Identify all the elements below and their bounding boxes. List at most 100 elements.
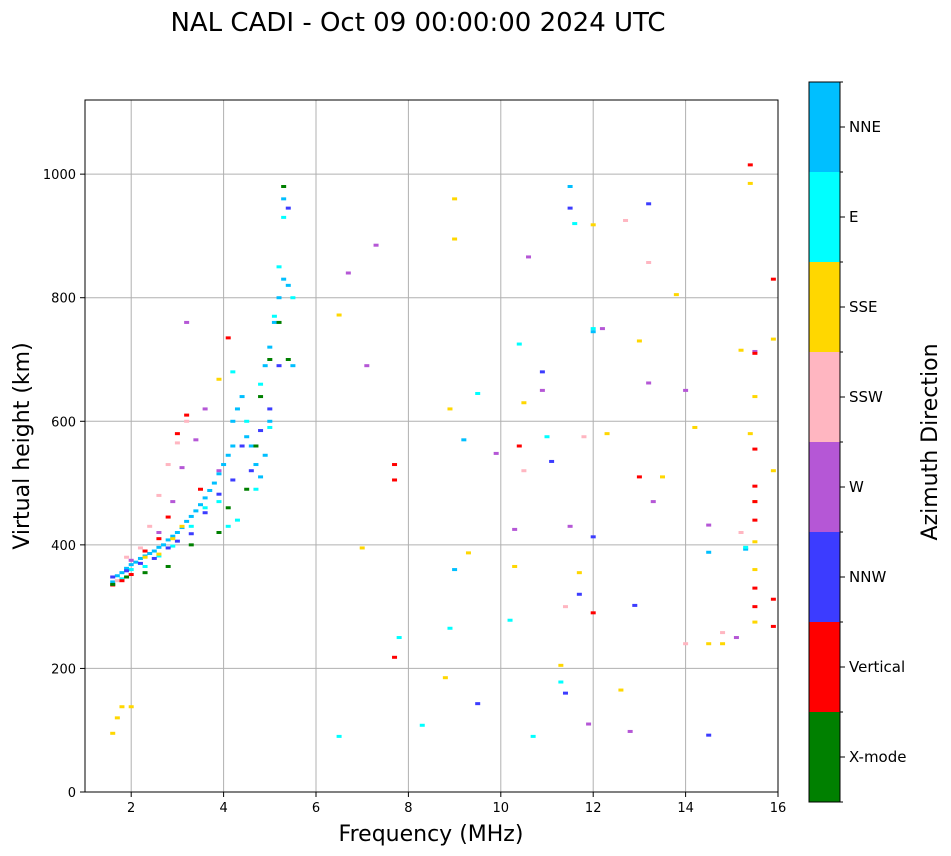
data-point — [193, 438, 199, 442]
data-point — [207, 488, 213, 492]
colorbar-segment — [809, 262, 840, 352]
data-point — [128, 573, 134, 577]
data-point — [170, 500, 176, 504]
data-point — [590, 611, 596, 615]
data-point — [174, 441, 180, 445]
axis-ticks: 2 4 6 8 10 12 14 16 0 200 400 600 800 1000 — [43, 168, 786, 816]
data-point — [179, 524, 185, 528]
data-point — [442, 676, 448, 680]
data-point — [156, 545, 162, 549]
data-point — [110, 582, 116, 586]
colorbar: X-mode Vertical NNW W SSW SSE E NNE — [808, 81, 906, 803]
data-point — [258, 475, 264, 479]
data-point — [225, 453, 231, 457]
data-point — [202, 407, 208, 411]
data-point — [216, 492, 222, 496]
data-point — [198, 487, 203, 491]
data-point — [184, 320, 190, 324]
data-point — [770, 469, 776, 473]
x-tick-label: 12 — [585, 801, 602, 816]
data-point — [161, 543, 167, 547]
x-tick-label: 4 — [219, 801, 227, 816]
data-point — [683, 388, 689, 392]
data-point — [114, 716, 120, 720]
data-point — [752, 500, 758, 504]
data-point — [174, 539, 180, 543]
data-point — [281, 185, 287, 188]
data-point — [516, 342, 522, 346]
y-tick-label: 800 — [51, 292, 76, 307]
data-point — [660, 475, 665, 479]
data-point — [165, 564, 171, 568]
data-point — [156, 552, 162, 556]
data-point — [174, 432, 180, 436]
data-point — [452, 197, 458, 201]
data-point — [743, 547, 749, 551]
data-point — [202, 506, 208, 510]
data-point — [110, 580, 116, 584]
data-point — [119, 705, 125, 709]
data-point — [752, 620, 758, 624]
data-point — [225, 506, 231, 510]
data-point — [114, 574, 120, 578]
colorbar-tick-label: NNE — [849, 118, 881, 136]
data-point — [738, 531, 744, 534]
x-tick-label: 10 — [493, 801, 510, 816]
data-point — [507, 618, 513, 622]
data-point — [147, 552, 153, 556]
data-point — [225, 524, 231, 528]
data-point — [590, 223, 596, 227]
data-point — [202, 511, 208, 515]
data-point — [276, 320, 282, 324]
data-point — [576, 571, 582, 575]
data-point — [137, 561, 143, 565]
data-point — [216, 500, 222, 504]
data-point — [623, 218, 629, 222]
y-axis-label: Virtual height (km) — [10, 342, 35, 549]
colorbar-segment — [809, 82, 840, 172]
data-point — [216, 469, 222, 473]
series-ssw — [114, 218, 744, 646]
data-point — [179, 466, 185, 470]
data-point — [110, 575, 116, 579]
data-point — [188, 524, 194, 528]
data-point — [706, 733, 712, 737]
data-point — [290, 364, 296, 368]
x-tick-label: 6 — [312, 801, 320, 816]
x-tick-label: 8 — [404, 801, 412, 816]
colorbar-segment — [809, 622, 840, 712]
data-point — [558, 680, 564, 684]
data-point — [165, 538, 171, 542]
data-point — [627, 729, 633, 733]
data-point — [720, 631, 726, 635]
series-w — [128, 243, 758, 733]
data-point — [128, 558, 134, 562]
data-point — [636, 339, 642, 343]
x-tick-label: 16 — [770, 801, 787, 816]
x-axis-label: Frequency (MHz) — [339, 822, 524, 847]
colorbar-segment — [809, 352, 840, 442]
data-point — [526, 255, 532, 259]
colorbar-frame — [808, 81, 841, 803]
data-point — [170, 534, 176, 538]
data-point — [151, 556, 157, 560]
data-point — [156, 493, 162, 497]
data-point — [285, 283, 291, 287]
data-point — [392, 478, 398, 482]
data-point — [128, 563, 134, 567]
data-point — [636, 475, 642, 479]
data-point — [248, 444, 254, 448]
data-point — [586, 722, 592, 726]
data-point — [124, 555, 130, 559]
data-point — [530, 734, 536, 738]
data-point — [447, 407, 453, 411]
data-point — [461, 438, 467, 442]
data-point — [465, 551, 471, 555]
colorbar-tick-label: W — [849, 478, 864, 496]
data-point — [216, 531, 222, 534]
data-point — [738, 348, 744, 352]
data-point — [599, 327, 605, 331]
data-point — [285, 358, 291, 361]
data-point — [452, 568, 458, 572]
